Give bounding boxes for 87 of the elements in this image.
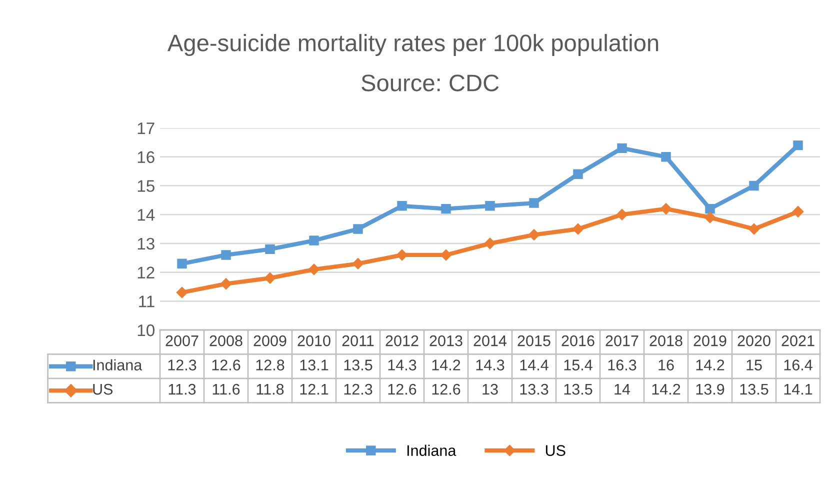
data-label: 12.3 [344, 384, 372, 395]
y-tick-label: 15 [138, 180, 154, 192]
y-tick-label: 14 [138, 209, 155, 221]
point [309, 236, 319, 246]
point [749, 180, 759, 191]
data-label: 14.3 [476, 360, 504, 370]
point [177, 258, 187, 268]
data-label: 12.6 [432, 384, 460, 395]
legend-label: Indiana [93, 359, 142, 370]
point [792, 206, 804, 218]
data-label: 11.6 [212, 384, 240, 395]
x-tick-label: 2007 [166, 335, 198, 346]
point [660, 203, 672, 214]
point [397, 201, 407, 211]
point [705, 204, 715, 214]
chart-title: Age-suicide mortality rates per 100k population [167, 34, 658, 56]
data-label: 12.8 [256, 360, 284, 370]
data-label: 12.3 [168, 360, 196, 370]
text: US [546, 445, 566, 456]
x-tick-label: 2012 [386, 335, 418, 346]
data-label: 14.4 [520, 360, 548, 370]
point [484, 238, 496, 250]
point [661, 152, 671, 162]
data-label: 14 [614, 384, 630, 395]
data-label: 16 [658, 360, 674, 370]
chart-subtitle: Source: CDC [362, 74, 499, 92]
data-label: 13.1 [300, 360, 328, 370]
point [264, 272, 276, 284]
legend-label: US [93, 384, 113, 395]
point [529, 198, 539, 208]
data-label: 14.1 [784, 384, 812, 395]
point [352, 258, 364, 270]
data-label: 13.5 [564, 384, 592, 395]
data-label: 16.3 [608, 360, 636, 370]
data-label: 13.9 [696, 384, 724, 395]
data-label: 13 [482, 384, 498, 395]
data-label: 12.1 [300, 384, 328, 395]
point [308, 264, 320, 276]
x-tick-label: 2013 [430, 335, 462, 346]
y-tick-label: 16 [138, 151, 154, 164]
y-tick-label: 11 [139, 296, 154, 308]
point [573, 169, 583, 180]
data-label: 15.4 [564, 360, 592, 370]
point [221, 250, 231, 260]
text: Indiana [407, 444, 456, 456]
point [353, 224, 363, 234]
y-tick-label: 17 [138, 122, 154, 134]
x-tick-label: 2016 [562, 335, 594, 346]
x-tick-label: 2017 [606, 335, 638, 346]
point [528, 229, 540, 240]
x-tick-label: 2019 [694, 335, 726, 346]
x-tick-label: 2020 [738, 335, 770, 346]
data-label: 14.2 [652, 384, 680, 395]
data-label: 11.3 [168, 384, 196, 395]
x-tick-label: 2010 [298, 335, 330, 346]
x-tick-label: 2011 [342, 335, 374, 346]
data-label: 13.5 [344, 360, 372, 370]
point [748, 223, 760, 235]
point [176, 286, 188, 298]
y-tick-label: 10 [138, 324, 154, 336]
point [704, 212, 716, 224]
point [793, 140, 803, 150]
data-label: 12.6 [212, 360, 240, 370]
point [441, 204, 451, 214]
y-tick-label: 13 [138, 238, 154, 250]
data-label: 14.3 [388, 360, 416, 370]
data-label: 11.8 [256, 384, 284, 395]
x-tick-label: 2021 [782, 335, 814, 346]
x-tick-label: 2008 [210, 335, 242, 346]
y-tick-label: 12 [138, 266, 154, 278]
x-tick-label: 2014 [474, 335, 507, 346]
data-label: 13.3 [520, 384, 548, 395]
x-tick-label: 2018 [650, 335, 682, 346]
x-tick-label: 2015 [518, 335, 550, 346]
point [220, 278, 232, 290]
data-label: 14.2 [696, 360, 724, 370]
point [572, 223, 584, 235]
point [616, 208, 628, 220]
data-label: 15 [746, 360, 762, 370]
point [265, 244, 275, 254]
x-tick-label: 2009 [254, 335, 286, 346]
data-label: 16.4 [784, 360, 812, 370]
data-label: 12.6 [388, 384, 416, 395]
point [617, 143, 627, 154]
data-label: 14.2 [432, 360, 460, 370]
point [485, 201, 495, 211]
data-label: 13.5 [740, 384, 768, 395]
